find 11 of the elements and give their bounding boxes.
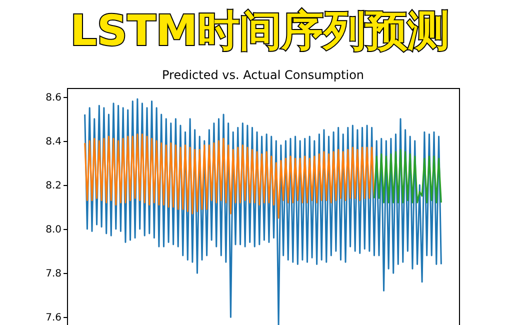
line-series	[84, 98, 442, 325]
y-tick-label: 7.8	[46, 268, 62, 280]
chart-title: LSTM时间序列预测	[69, 6, 451, 56]
line-series	[373, 148, 442, 204]
y-tick-label: 8.0	[46, 224, 62, 236]
y-tick-label: 8.4	[46, 136, 62, 148]
y-tick-label: 7.6	[46, 312, 62, 324]
y-tick-label: 8.6	[46, 92, 62, 104]
y-tick-label: 8.2	[46, 180, 62, 192]
line-series	[84, 134, 375, 219]
chart-subtitle: Predicted vs. Actual Consumption	[162, 68, 364, 82]
